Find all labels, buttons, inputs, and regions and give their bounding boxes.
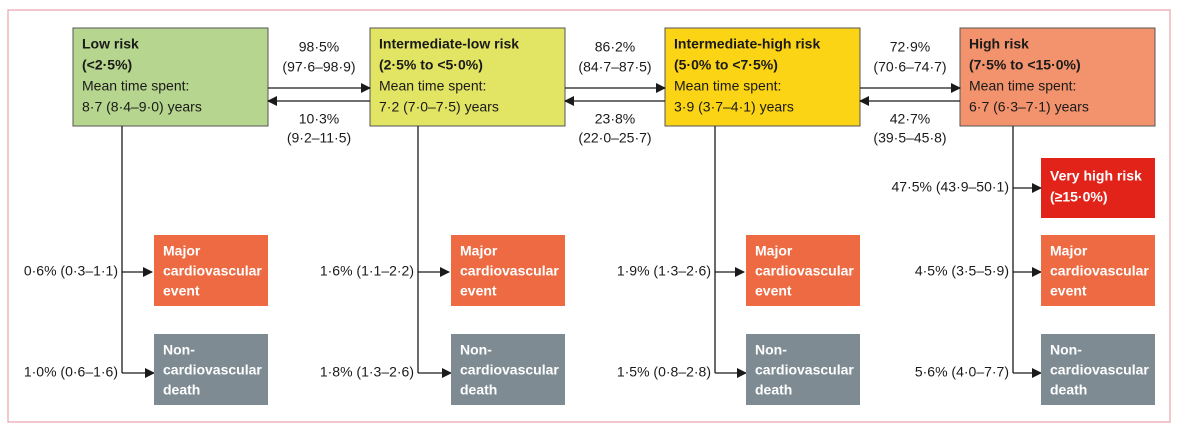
state-range: (2·5% to <5·0%) xyxy=(379,57,483,73)
death-label: cardiovascular xyxy=(755,362,854,378)
risk-state-box xyxy=(959,27,1156,127)
death-label: death xyxy=(1050,382,1087,398)
backward-rate: 42·7% xyxy=(890,111,930,127)
backward-ci: (9·2–11·5) xyxy=(287,130,351,146)
death-label: cardiovascular xyxy=(163,362,262,378)
mace-label: event xyxy=(163,283,200,299)
death-label: death xyxy=(755,382,792,398)
very-high-rate: 47·5% (43·9–50·1) xyxy=(891,179,1009,195)
death-label: Non- xyxy=(460,342,492,358)
mace-rate: 1·9% (1·3–2·6) xyxy=(617,263,711,279)
mace-box xyxy=(1041,235,1155,306)
backward-ci: (22·0–25·7) xyxy=(578,130,651,146)
death-box xyxy=(1041,334,1155,405)
mean-value: 6·7 (6·3–7·1) years xyxy=(969,99,1089,115)
death-label: death xyxy=(460,382,497,398)
death-label: Non- xyxy=(755,342,787,358)
mace-label: Major xyxy=(755,243,793,259)
forward-rate: 98·5% xyxy=(299,39,339,55)
death-box xyxy=(746,334,860,405)
death-rate: 1·0% (0·6–1·6) xyxy=(24,364,118,380)
mace-rate: 4·5% (3·5–5·9) xyxy=(915,263,1009,279)
mace-rate: 0·6% (0·3–1·1) xyxy=(24,263,118,279)
death-label: death xyxy=(163,382,200,398)
mean-label: Mean time spent: xyxy=(674,78,781,94)
mace-box xyxy=(451,235,565,306)
frame xyxy=(7,9,1171,423)
death-label: cardiovascular xyxy=(460,362,559,378)
mean-value: 3·9 (3·7–4·1) years xyxy=(674,99,794,115)
death-label: cardiovascular xyxy=(1050,362,1149,378)
very-high-box xyxy=(1041,158,1155,218)
mean-value: 8·7 (8·4–9·0) years xyxy=(82,99,202,115)
mace-label: event xyxy=(1050,283,1087,299)
state-range: (5·0% to <7·5%) xyxy=(674,57,778,73)
forward-ci: (70·6–74·7) xyxy=(873,59,946,75)
mace-box xyxy=(154,235,268,306)
risk-state-box xyxy=(664,27,861,127)
mean-value: 7·2 (7·0–7·5) years xyxy=(379,99,499,115)
mace-label: cardiovascular xyxy=(460,263,559,279)
mean-label: Mean time spent: xyxy=(379,78,486,94)
risk-state-box xyxy=(72,27,269,127)
mean-label: Mean time spent: xyxy=(969,78,1076,94)
state-name: Low risk xyxy=(82,36,139,52)
mace-rate: 1·6% (1·1–2·2) xyxy=(320,263,414,279)
mace-label: cardiovascular xyxy=(163,263,262,279)
state-name: High risk xyxy=(969,36,1029,52)
mace-box xyxy=(746,235,860,306)
state-name: Intermediate-low risk xyxy=(379,36,519,52)
very-high-range: (≥15·0%) xyxy=(1050,189,1107,205)
very-high-name: Very high risk xyxy=(1050,168,1142,184)
mace-label: Major xyxy=(1050,243,1088,259)
mace-label: cardiovascular xyxy=(755,263,854,279)
death-label: Non- xyxy=(163,342,195,358)
forward-rate: 86·2% xyxy=(595,39,635,55)
backward-rate: 10·3% xyxy=(299,111,339,127)
mace-label: cardiovascular xyxy=(1050,263,1149,279)
state-name: Intermediate-high risk xyxy=(674,36,820,52)
forward-ci: (97·6–98·9) xyxy=(282,59,355,75)
backward-rate: 23·8% xyxy=(595,111,635,127)
mace-label: Major xyxy=(163,243,201,259)
death-box xyxy=(154,334,268,405)
forward-rate: 72·9% xyxy=(890,39,930,55)
death-label: Non- xyxy=(1050,342,1082,358)
risk-state-box xyxy=(369,27,566,127)
death-rate: 1·8% (1·3–2·6) xyxy=(320,364,414,380)
forward-ci: (84·7–87·5) xyxy=(578,59,651,75)
death-rate: 1·5% (0·8–2·8) xyxy=(617,364,711,380)
death-box xyxy=(451,334,565,405)
death-rate: 5·6% (4·0–7·7) xyxy=(915,364,1009,380)
state-range: (7·5% to <15·0%) xyxy=(969,57,1081,73)
mace-label: event xyxy=(460,283,497,299)
backward-ci: (39·5–45·8) xyxy=(873,130,946,146)
mace-label: Major xyxy=(460,243,498,259)
mace-label: event xyxy=(755,283,792,299)
mean-label: Mean time spent: xyxy=(82,78,189,94)
state-range: (<2·5%) xyxy=(82,57,132,73)
